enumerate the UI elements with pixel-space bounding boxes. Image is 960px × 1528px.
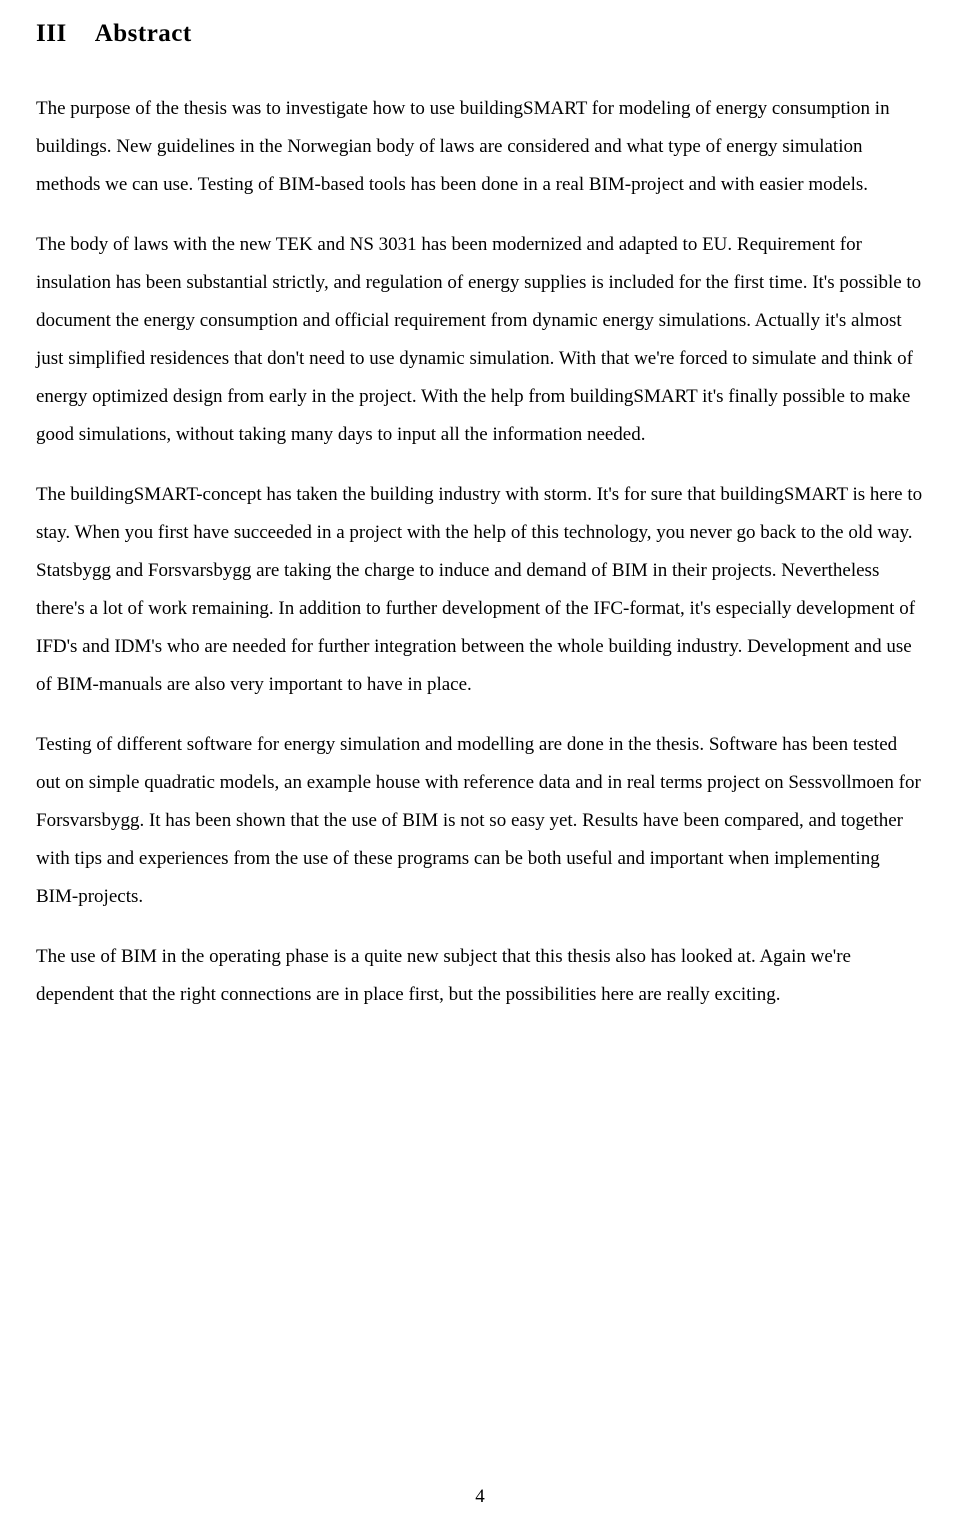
- paragraph: The purpose of the thesis was to investi…: [36, 90, 924, 204]
- section-title: Abstract: [95, 20, 192, 47]
- paragraph: The body of laws with the new TEK and NS…: [36, 226, 924, 454]
- paragraph: Testing of different software for energy…: [36, 726, 924, 916]
- section-heading: III Abstract: [36, 20, 924, 48]
- page-number: 4: [0, 1486, 960, 1508]
- section-number: III: [36, 20, 67, 48]
- paragraph: The use of BIM in the operating phase is…: [36, 938, 924, 1014]
- paragraph: The buildingSMART-concept has taken the …: [36, 476, 924, 704]
